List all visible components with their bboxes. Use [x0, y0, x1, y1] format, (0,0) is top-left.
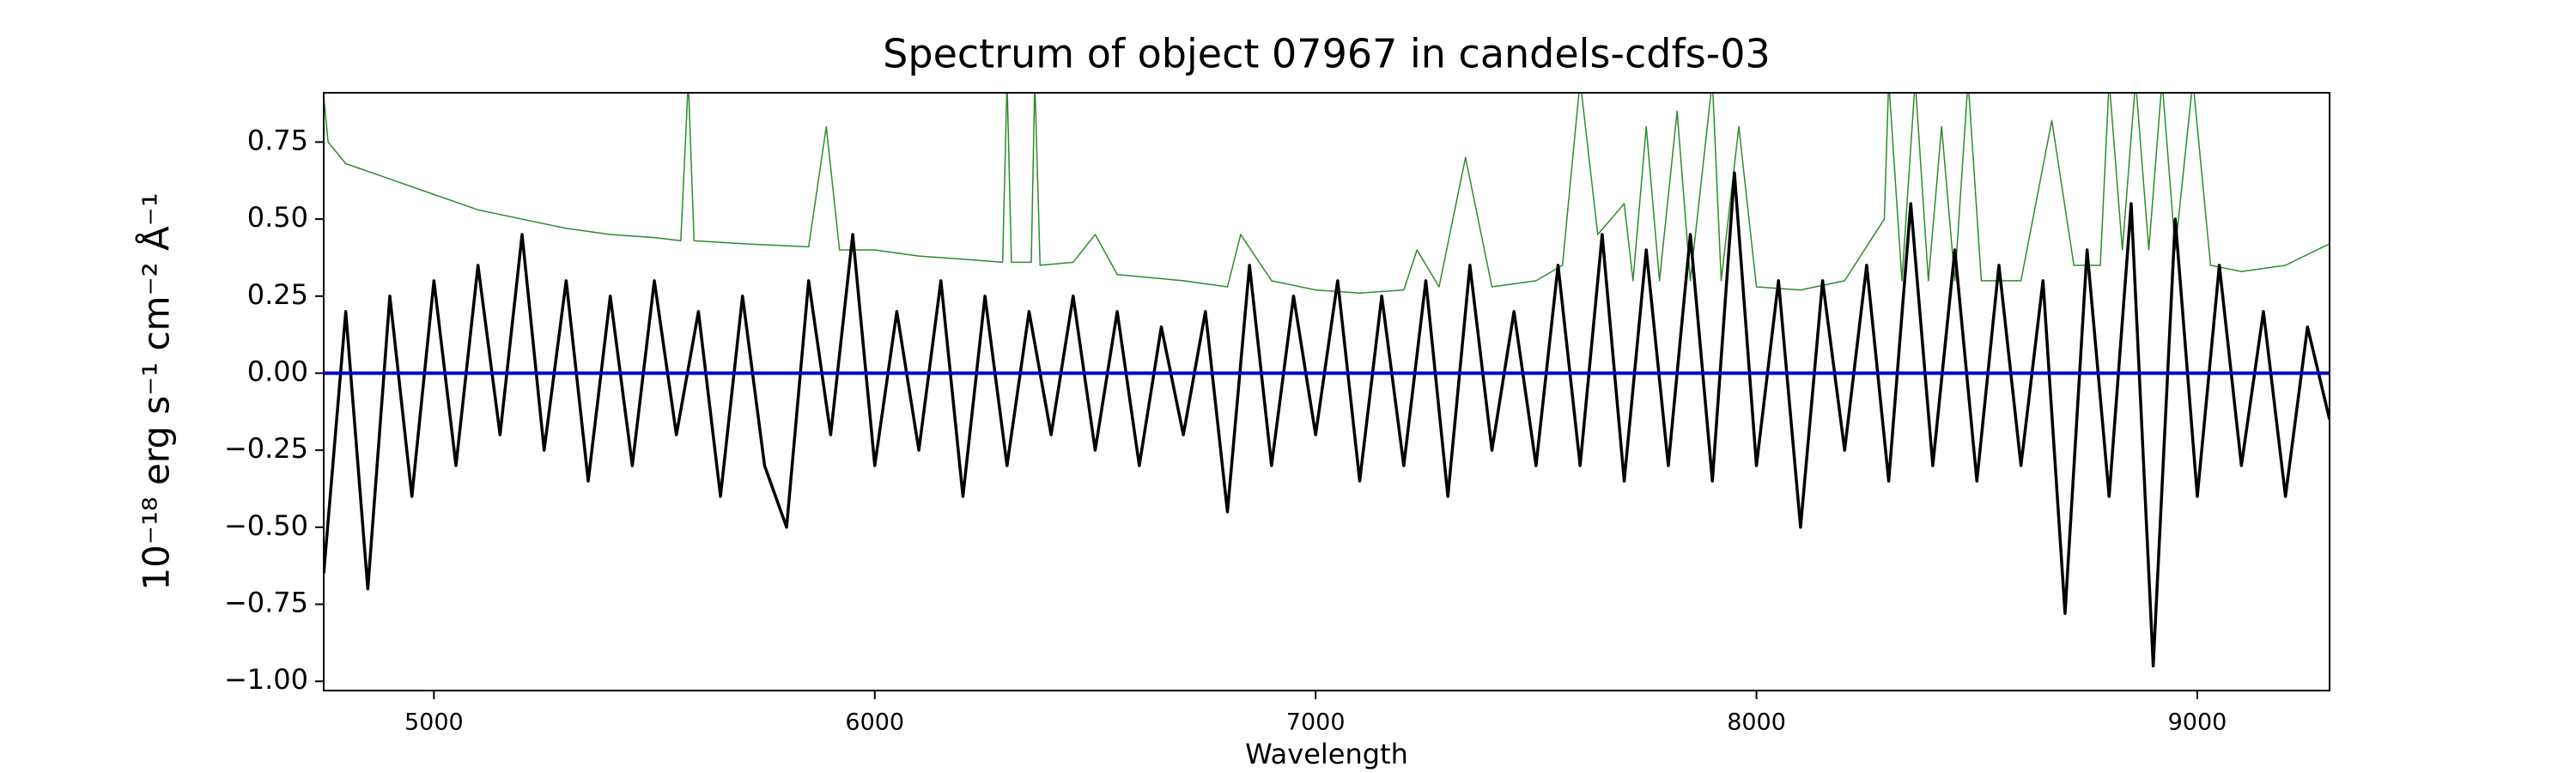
- x-axis-label: Wavelength: [1245, 738, 1408, 770]
- spectrum-line: [324, 171, 2330, 668]
- y-tick-label: 0.25: [247, 278, 308, 311]
- x-tick-label: 8000: [1727, 709, 1786, 736]
- y-tick-label: −0.75: [224, 587, 308, 619]
- y-tick-label: −1.00: [224, 663, 308, 696]
- x-tick-label: 7000: [1286, 709, 1346, 736]
- x-tick-label: 6000: [845, 709, 904, 736]
- spectrum-line: [324, 93, 2330, 294]
- chart-title: Spectrum of object 07967 in candels-cdfs…: [883, 31, 1771, 77]
- y-tick-label: −0.25: [224, 432, 308, 465]
- plot-lines: [324, 93, 2330, 668]
- x-tick-label: 9000: [2168, 709, 2227, 736]
- y-tick-label: −0.50: [224, 509, 308, 542]
- y-tick-label: 0.50: [247, 201, 308, 234]
- x-tick-label: 5000: [404, 709, 464, 736]
- y-tick-label: 0.00: [247, 355, 308, 387]
- plot-frame: [323, 92, 2330, 691]
- y-tick-label: 0.75: [247, 124, 308, 156]
- y-axis-label: 10⁻¹⁸ erg s⁻¹ cm⁻² Å⁻¹: [135, 192, 178, 590]
